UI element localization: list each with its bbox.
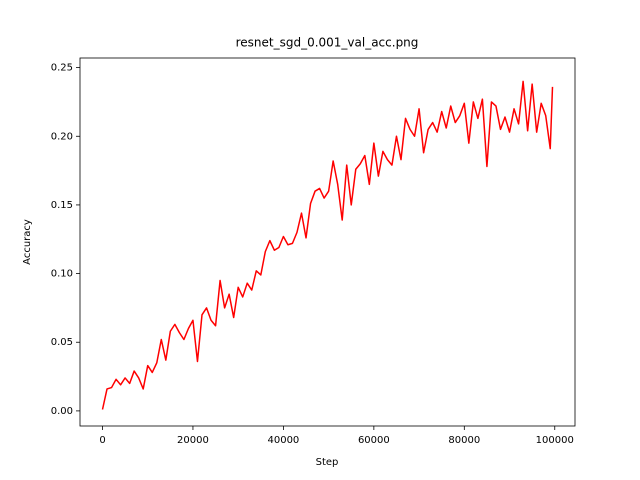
x-tick-label: 60000 [358, 435, 390, 446]
y-axis-label: Accuracy [22, 219, 33, 265]
y-tick-label: 0.15 [51, 200, 73, 211]
y-tick-label: 0.10 [51, 269, 73, 280]
x-tick-label: 40000 [267, 435, 299, 446]
plot-frame [79, 57, 576, 427]
y-tick-label: 0.05 [51, 337, 73, 348]
y-tick-label: 0.20 [51, 131, 73, 142]
x-tick-label: 100000 [536, 435, 574, 446]
x-tick-label: 0 [99, 435, 105, 446]
x-axis-label: Step [316, 457, 339, 468]
line-series [101, 80, 554, 410]
y-tick-label: 0.25 [51, 63, 73, 74]
x-tick-label: 20000 [177, 435, 209, 446]
y-tick-label: 0.00 [51, 406, 73, 417]
x-tick-label: 80000 [448, 435, 480, 446]
chart-title: resnet_sgd_0.001_val_acc.png [236, 36, 419, 50]
